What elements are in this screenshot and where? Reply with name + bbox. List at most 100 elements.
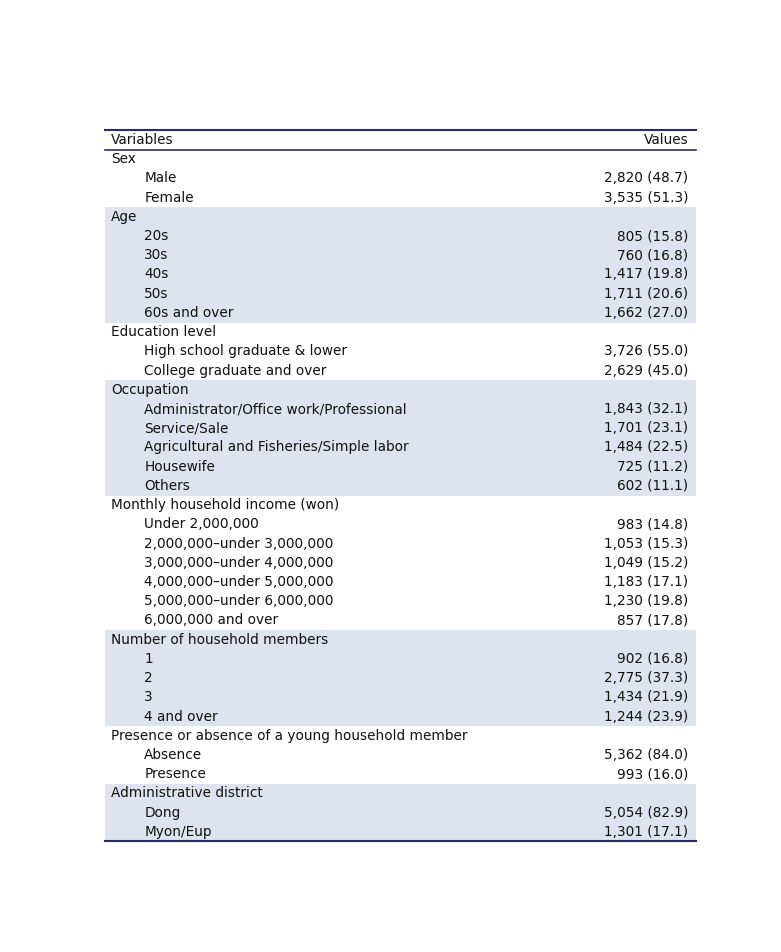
- Text: 1,434 (21.9): 1,434 (21.9): [604, 690, 688, 704]
- Bar: [105, 803, 696, 823]
- Bar: [105, 438, 696, 457]
- Bar: [105, 630, 696, 649]
- Text: 1,183 (17.1): 1,183 (17.1): [604, 575, 688, 589]
- Text: 1,484 (22.5): 1,484 (22.5): [604, 441, 688, 454]
- Text: 60s and over: 60s and over: [144, 306, 234, 320]
- Text: Myon/Eup: Myon/Eup: [144, 824, 212, 839]
- Text: Female: Female: [144, 190, 194, 205]
- Text: Variables: Variables: [111, 133, 173, 147]
- Text: 805 (15.8): 805 (15.8): [617, 229, 688, 243]
- Text: 4 and over: 4 and over: [144, 709, 218, 724]
- Bar: [105, 342, 696, 361]
- Bar: [105, 149, 696, 169]
- Bar: [105, 380, 696, 400]
- Text: 5,000,000–under 6,000,000: 5,000,000–under 6,000,000: [144, 594, 333, 608]
- Text: 3,726 (55.0): 3,726 (55.0): [604, 345, 688, 358]
- Bar: [105, 304, 696, 323]
- Bar: [105, 649, 696, 668]
- Text: 30s: 30s: [144, 248, 169, 263]
- Text: 725 (11.2): 725 (11.2): [617, 460, 688, 474]
- Text: 20s: 20s: [144, 229, 169, 243]
- Text: 1,244 (23.9): 1,244 (23.9): [604, 709, 688, 724]
- Text: Administrative district: Administrative district: [111, 786, 262, 801]
- Bar: [105, 323, 696, 342]
- Text: 760 (16.8): 760 (16.8): [617, 248, 688, 263]
- Bar: [105, 783, 696, 803]
- Text: Male: Male: [144, 171, 177, 186]
- Text: 2,820 (48.7): 2,820 (48.7): [604, 171, 688, 186]
- Text: 3,535 (51.3): 3,535 (51.3): [604, 190, 688, 205]
- Bar: [105, 169, 696, 188]
- Text: 1,301 (17.1): 1,301 (17.1): [604, 824, 688, 839]
- Bar: [105, 726, 696, 745]
- Text: 1: 1: [144, 652, 153, 665]
- Text: 5,362 (84.0): 5,362 (84.0): [604, 748, 688, 762]
- Bar: [105, 687, 696, 707]
- Bar: [105, 572, 696, 591]
- Text: Absence: Absence: [144, 748, 202, 762]
- Text: Administrator/Office work/Professional: Administrator/Office work/Professional: [144, 402, 407, 416]
- Text: 1,230 (19.8): 1,230 (19.8): [604, 594, 688, 608]
- Text: Others: Others: [144, 479, 190, 493]
- Bar: [105, 823, 696, 842]
- Text: 3,000,000–under 4,000,000: 3,000,000–under 4,000,000: [144, 556, 333, 569]
- Text: Presence: Presence: [144, 767, 206, 782]
- Text: 1,843 (32.1): 1,843 (32.1): [604, 402, 688, 416]
- Text: Values: Values: [644, 133, 688, 147]
- Bar: [105, 188, 696, 208]
- Text: 857 (17.8): 857 (17.8): [617, 613, 688, 627]
- Text: 4,000,000–under 5,000,000: 4,000,000–under 5,000,000: [144, 575, 333, 589]
- Bar: [105, 246, 696, 265]
- Text: Occupation: Occupation: [111, 383, 188, 397]
- Bar: [105, 534, 696, 553]
- Text: 983 (14.8): 983 (14.8): [617, 517, 688, 531]
- Text: 993 (16.0): 993 (16.0): [617, 767, 688, 782]
- Bar: [105, 361, 696, 380]
- Text: 6,000,000 and over: 6,000,000 and over: [144, 613, 278, 627]
- Text: 1,049 (15.2): 1,049 (15.2): [604, 556, 688, 569]
- Bar: [105, 419, 696, 438]
- Text: College graduate and over: College graduate and over: [144, 364, 326, 378]
- Bar: [105, 457, 696, 476]
- Bar: [105, 400, 696, 419]
- Text: Education level: Education level: [111, 326, 216, 339]
- Text: 3: 3: [144, 690, 153, 704]
- Text: 1,662 (27.0): 1,662 (27.0): [604, 306, 688, 320]
- Bar: [105, 265, 696, 284]
- Text: 1,417 (19.8): 1,417 (19.8): [604, 268, 688, 282]
- Text: 2,775 (37.3): 2,775 (37.3): [604, 671, 688, 685]
- Bar: [105, 227, 696, 246]
- Bar: [105, 515, 696, 534]
- Text: Dong: Dong: [144, 805, 180, 820]
- Bar: [105, 476, 696, 495]
- Bar: [105, 284, 696, 304]
- Text: High school graduate & lower: High school graduate & lower: [144, 345, 348, 358]
- Text: Number of household members: Number of household members: [111, 633, 328, 646]
- Text: Agricultural and Fisheries/Simple labor: Agricultural and Fisheries/Simple labor: [144, 441, 409, 454]
- Text: 902 (16.8): 902 (16.8): [617, 652, 688, 665]
- Text: Housewife: Housewife: [144, 460, 215, 474]
- Bar: [105, 611, 696, 630]
- Text: Under 2,000,000: Under 2,000,000: [144, 517, 259, 531]
- Text: 2,000,000–under 3,000,000: 2,000,000–under 3,000,000: [144, 537, 333, 550]
- Text: Monthly household income (won): Monthly household income (won): [111, 498, 339, 512]
- Bar: [105, 745, 696, 764]
- Text: 1,053 (15.3): 1,053 (15.3): [604, 537, 688, 550]
- Text: Age: Age: [111, 209, 137, 224]
- Text: 1,701 (23.1): 1,701 (23.1): [604, 421, 688, 435]
- Bar: [105, 208, 696, 227]
- Bar: [105, 591, 696, 611]
- Text: 40s: 40s: [144, 268, 169, 282]
- Text: Sex: Sex: [111, 152, 136, 167]
- Text: 5,054 (82.9): 5,054 (82.9): [604, 805, 688, 820]
- Text: Service/Sale: Service/Sale: [144, 421, 229, 435]
- Text: 1,711 (20.6): 1,711 (20.6): [604, 287, 688, 301]
- Bar: [105, 668, 696, 687]
- Bar: [105, 495, 696, 515]
- Bar: [105, 130, 696, 149]
- Bar: [105, 553, 696, 572]
- Text: 602 (11.1): 602 (11.1): [617, 479, 688, 493]
- Text: Presence or absence of a young household member: Presence or absence of a young household…: [111, 728, 468, 743]
- Text: 2,629 (45.0): 2,629 (45.0): [604, 364, 688, 378]
- Text: 50s: 50s: [144, 287, 169, 301]
